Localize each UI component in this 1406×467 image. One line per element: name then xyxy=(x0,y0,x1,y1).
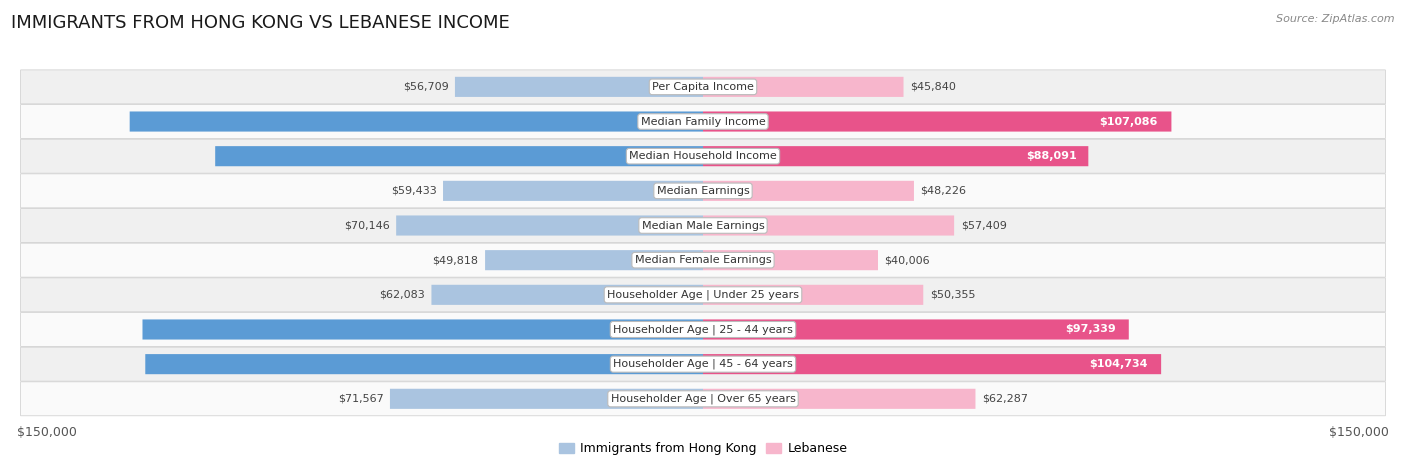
Text: $88,091: $88,091 xyxy=(1026,151,1077,161)
Text: $48,226: $48,226 xyxy=(921,186,966,196)
Text: $50,355: $50,355 xyxy=(929,290,976,300)
FancyBboxPatch shape xyxy=(703,285,924,305)
FancyBboxPatch shape xyxy=(129,112,703,132)
Text: Median Female Earnings: Median Female Earnings xyxy=(634,255,772,265)
FancyBboxPatch shape xyxy=(21,243,1385,277)
FancyBboxPatch shape xyxy=(389,389,703,409)
Text: $45,840: $45,840 xyxy=(910,82,956,92)
FancyBboxPatch shape xyxy=(142,319,703,340)
FancyBboxPatch shape xyxy=(396,215,703,235)
Text: Householder Age | 25 - 44 years: Householder Age | 25 - 44 years xyxy=(613,324,793,335)
FancyBboxPatch shape xyxy=(703,146,1088,166)
Text: $56,709: $56,709 xyxy=(402,82,449,92)
FancyBboxPatch shape xyxy=(21,278,1385,312)
FancyBboxPatch shape xyxy=(21,382,1385,416)
Text: Median Household Income: Median Household Income xyxy=(628,151,778,161)
FancyBboxPatch shape xyxy=(456,77,703,97)
Text: $107,086: $107,086 xyxy=(1099,117,1157,127)
Text: Median Family Income: Median Family Income xyxy=(641,117,765,127)
FancyBboxPatch shape xyxy=(215,146,703,166)
FancyBboxPatch shape xyxy=(432,285,703,305)
Text: $62,083: $62,083 xyxy=(380,290,425,300)
Text: $62,287: $62,287 xyxy=(981,394,1028,404)
FancyBboxPatch shape xyxy=(703,250,877,270)
FancyBboxPatch shape xyxy=(703,112,1171,132)
Text: $131,067: $131,067 xyxy=(681,117,738,127)
FancyBboxPatch shape xyxy=(703,319,1129,340)
Text: Source: ZipAtlas.com: Source: ZipAtlas.com xyxy=(1277,14,1395,24)
Legend: Immigrants from Hong Kong, Lebanese: Immigrants from Hong Kong, Lebanese xyxy=(554,437,852,460)
Text: IMMIGRANTS FROM HONG KONG VS LEBANESE INCOME: IMMIGRANTS FROM HONG KONG VS LEBANESE IN… xyxy=(11,14,510,32)
Text: Householder Age | 45 - 64 years: Householder Age | 45 - 64 years xyxy=(613,359,793,369)
Text: $49,818: $49,818 xyxy=(433,255,478,265)
Text: $97,339: $97,339 xyxy=(1066,325,1116,334)
Text: $70,146: $70,146 xyxy=(344,220,389,231)
FancyBboxPatch shape xyxy=(703,354,1161,374)
Text: $71,567: $71,567 xyxy=(337,394,384,404)
FancyBboxPatch shape xyxy=(443,181,703,201)
FancyBboxPatch shape xyxy=(21,209,1385,242)
Text: $40,006: $40,006 xyxy=(884,255,931,265)
Text: $111,519: $111,519 xyxy=(683,151,742,161)
FancyBboxPatch shape xyxy=(21,312,1385,347)
FancyBboxPatch shape xyxy=(21,347,1385,381)
FancyBboxPatch shape xyxy=(703,389,976,409)
FancyBboxPatch shape xyxy=(21,105,1385,139)
FancyBboxPatch shape xyxy=(21,70,1385,104)
Text: Per Capita Income: Per Capita Income xyxy=(652,82,754,92)
Text: Householder Age | Under 25 years: Householder Age | Under 25 years xyxy=(607,290,799,300)
FancyBboxPatch shape xyxy=(21,139,1385,173)
FancyBboxPatch shape xyxy=(703,77,904,97)
FancyBboxPatch shape xyxy=(703,215,955,235)
Text: $104,734: $104,734 xyxy=(1088,359,1147,369)
Text: Median Male Earnings: Median Male Earnings xyxy=(641,220,765,231)
Text: Median Earnings: Median Earnings xyxy=(657,186,749,196)
FancyBboxPatch shape xyxy=(703,181,914,201)
FancyBboxPatch shape xyxy=(145,354,703,374)
Text: $57,409: $57,409 xyxy=(960,220,1007,231)
Text: $59,433: $59,433 xyxy=(391,186,436,196)
Text: $128,140: $128,140 xyxy=(681,325,740,334)
Text: $127,500: $127,500 xyxy=(681,359,738,369)
FancyBboxPatch shape xyxy=(485,250,703,270)
Text: Householder Age | Over 65 years: Householder Age | Over 65 years xyxy=(610,394,796,404)
FancyBboxPatch shape xyxy=(21,174,1385,208)
